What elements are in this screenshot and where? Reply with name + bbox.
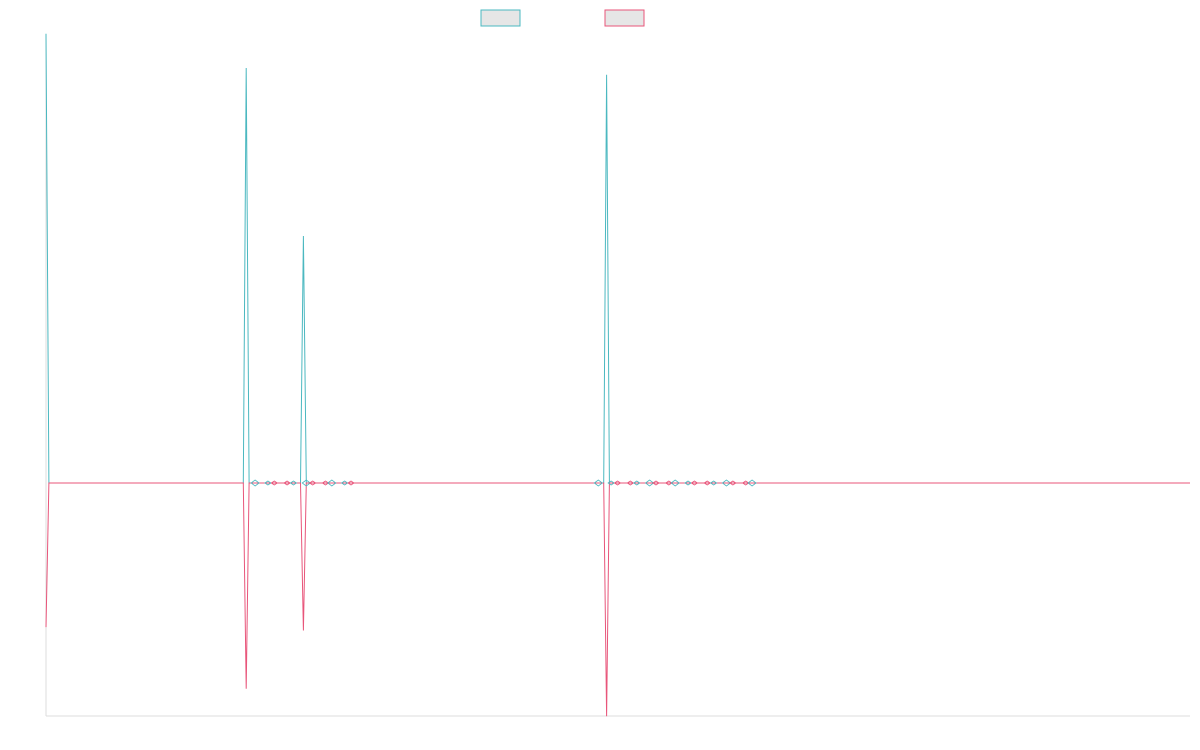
baseline-ripple: [250, 479, 260, 487]
baseline-ripple: [593, 479, 603, 487]
chart-axes: [45, 36, 1190, 717]
baseline-ripple: [270, 480, 279, 486]
baseline-ripple: [747, 479, 757, 487]
baseline-ripple: [633, 480, 641, 486]
baseline-ripple: [670, 479, 680, 487]
baseline-ripple: [613, 480, 622, 486]
legend-swatch-1[interactable]: [480, 9, 521, 27]
baseline-ripple: [690, 480, 699, 486]
baseline-ripple: [652, 480, 660, 486]
series-group: [45, 33, 1190, 717]
baseline-ripple: [327, 479, 337, 487]
baseline-ripple: [289, 480, 298, 486]
baseline-ripple: [709, 480, 718, 486]
series-line-1: [45, 33, 1190, 484]
baseline-ripple: [308, 480, 317, 486]
baseline-ripple: [347, 480, 355, 486]
small-features: [250, 479, 757, 487]
baseline-ripple: [729, 480, 737, 486]
legend: [480, 9, 645, 27]
series-line-2: [45, 482, 1190, 717]
legend-swatch-2[interactable]: [604, 9, 645, 27]
